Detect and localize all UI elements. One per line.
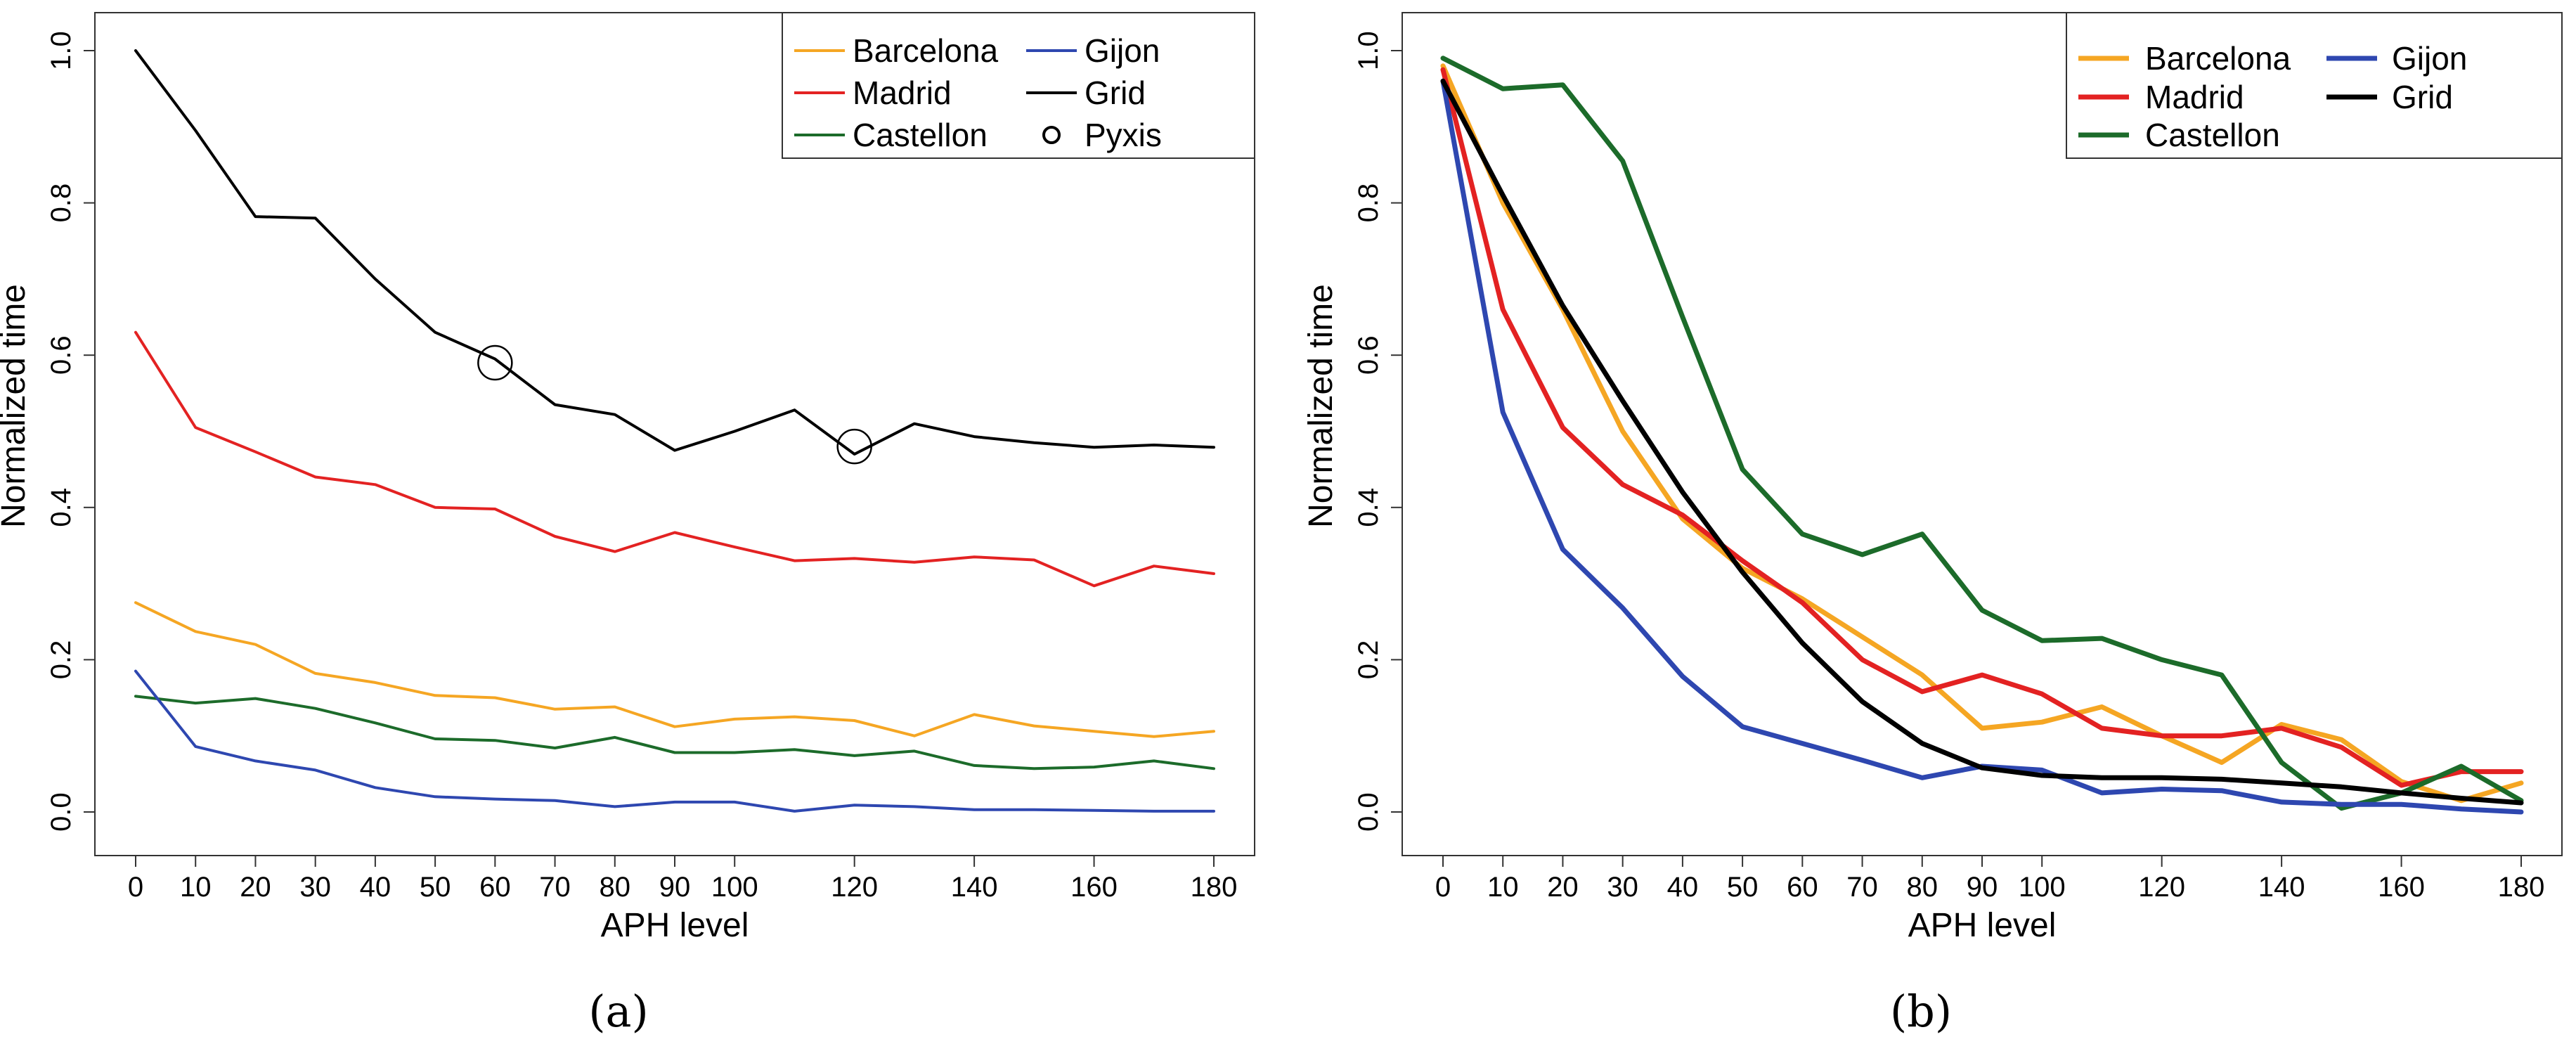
series-line-barcelona (1440, 63, 2524, 804)
y-tick-label: 0.2 (46, 640, 77, 680)
y-tick-label: 0.8 (1353, 183, 1384, 223)
series-line-castellon (134, 695, 1215, 770)
chart-panel-b: 0 10 20 30 40 50 60 70 80 90 100 120 140 160 180 APH le… (1302, 12, 2563, 1037)
x-axis-title: APH level (1908, 907, 2057, 944)
y-tick-label: 0.4 (46, 488, 77, 527)
chart-panel-a: 0 10 20 30 40 50 60 70 80 90 100 120 140 160 180 APH le… (0, 12, 1255, 1037)
x-tick-label: 40 (360, 872, 391, 903)
x-tick-label: 80 (600, 872, 631, 903)
legend-label-grid: Grid (2392, 79, 2453, 115)
x-tick-label: 140 (951, 872, 998, 903)
series-line-gijon (1440, 78, 2524, 815)
x-tick-label: 60 (1787, 872, 1818, 903)
x-tick-label: 180 (2498, 872, 2545, 903)
x-tick-label: 10 (1487, 872, 1519, 903)
x-tick-label: 80 (1907, 872, 1939, 903)
legend-label-grid: Grid (1085, 75, 1146, 111)
y-axis-title: Normalized time (1302, 284, 1340, 528)
marker-pyxis (836, 428, 872, 465)
x-tick-label: 140 (2258, 872, 2305, 903)
legend-label-madrid: Madrid (2145, 79, 2244, 115)
series-line-gijon (134, 669, 1215, 813)
legend-label-castellon: Castellon (2145, 117, 2280, 153)
legend-marker-pyxis (1042, 126, 1061, 144)
legend-box (782, 12, 1255, 159)
panel-label: (b) (1890, 986, 1952, 1037)
y-tick-label: 1.0 (46, 31, 77, 70)
x-tick-label: 20 (1547, 872, 1579, 903)
x-tick-label: 100 (711, 872, 758, 903)
x-tick-label: 100 (2019, 872, 2066, 903)
y-tick-label: 0.2 (1353, 640, 1384, 680)
x-tick-label: 70 (539, 872, 571, 903)
x-tick-label: 120 (831, 872, 878, 903)
x-tick-label: 50 (1727, 872, 1759, 903)
x-tick-label: 50 (420, 872, 451, 903)
series-line-grid (1440, 78, 2524, 806)
x-tick-label: 160 (1070, 872, 1118, 903)
series-line-madrid (1440, 67, 2524, 788)
legend-label-pyxis: Pyxis (1085, 117, 1162, 153)
series-line-barcelona (134, 601, 1215, 738)
x-tick-label: 120 (2138, 872, 2185, 903)
y-tick-label: 0.8 (46, 183, 77, 223)
y-tick-label: 0.4 (1353, 488, 1384, 527)
y-tick-label: 0.0 (1353, 792, 1384, 832)
x-tick-label: 180 (1191, 872, 1238, 903)
x-axis-title: APH level (601, 907, 749, 944)
x-tick-label: 160 (2378, 872, 2425, 903)
y-axis-title: Normalized time (0, 284, 32, 528)
x-tick-label: 90 (1967, 872, 1998, 903)
x-tick-label: 30 (299, 872, 331, 903)
legend-label-gijon: Gijon (2392, 40, 2467, 77)
legend-box (2066, 12, 2563, 159)
series-line-castellon (1440, 56, 2524, 811)
y-tick-label: 0.6 (46, 335, 77, 375)
x-tick-label: 30 (1607, 872, 1638, 903)
panel-label: (a) (588, 986, 648, 1037)
y-tick-label: 0.6 (1353, 335, 1384, 375)
x-tick-label: 0 (128, 872, 143, 903)
x-tick-label: 90 (659, 872, 691, 903)
y-tick-label: 0.0 (46, 792, 77, 832)
x-tick-label: 40 (1667, 872, 1699, 903)
x-tick-label: 70 (1846, 872, 1878, 903)
legend-label-madrid: Madrid (853, 75, 952, 111)
marker-pyxis (477, 344, 513, 381)
x-tick-label: 20 (240, 872, 271, 903)
x-tick-label: 10 (180, 872, 212, 903)
series-line-grid (134, 49, 1215, 456)
series-line-madrid (134, 330, 1215, 588)
legend-label-barcelona: Barcelona (2145, 40, 2291, 77)
x-tick-label: 60 (479, 872, 511, 903)
legend-label-castellon: Castellon (853, 117, 988, 153)
legend-label-barcelona: Barcelona (853, 32, 999, 69)
y-tick-label: 1.0 (1353, 31, 1384, 70)
legend-label-gijon: Gijon (1085, 32, 1160, 69)
x-tick-label: 0 (1435, 872, 1451, 903)
